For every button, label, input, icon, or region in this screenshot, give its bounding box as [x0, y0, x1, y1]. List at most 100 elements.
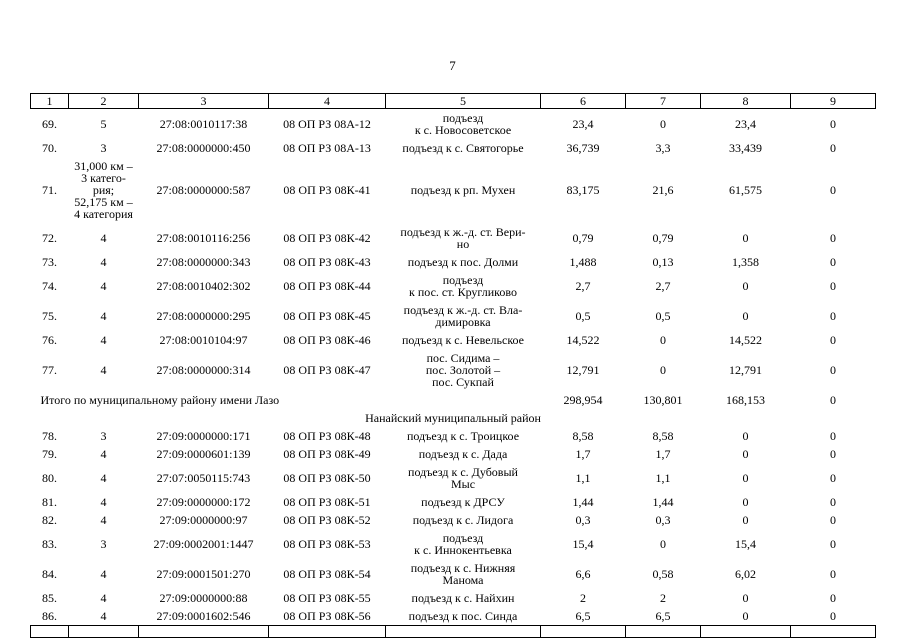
table-cell: 71.: [42, 183, 57, 197]
table-cell: 4: [100, 447, 107, 461]
table-cell: 08 ОП РЗ 08К-49: [283, 447, 371, 461]
table-cell: 4: [100, 279, 107, 293]
table-cell: подъезд к с. Дада: [418, 447, 508, 461]
column-header: 6: [540, 93, 626, 109]
table-cell: 21,6: [652, 183, 674, 197]
table-cell: 74.: [42, 279, 57, 293]
table-cell: 2,7: [575, 279, 591, 293]
table-cell: 12,791: [566, 363, 600, 377]
table-cell: 3: [100, 429, 107, 443]
table-cell: 4: [100, 231, 107, 245]
table-cell: 4: [100, 567, 107, 581]
table-cell: 0: [742, 309, 749, 323]
data-row: 84. 4 27:09:0001501:270 08 ОП РЗ 08К-54 подъ…: [31, 559, 876, 589]
table-cell: 27:09:0002001:1447: [153, 537, 254, 551]
table-cell: 4: [100, 609, 107, 623]
table-cell: 31,000 км – 3 катего- рия; 52,175 км – 4…: [74, 159, 133, 221]
table-cell: 86.: [42, 609, 57, 623]
table-cell: подъезд к пос. ст. Кругликово: [409, 273, 517, 299]
table-cell: 27:08:0000000:587: [156, 183, 251, 197]
table-cell: 27:09:0000000:97: [159, 513, 248, 527]
table-cell: 1,358: [732, 255, 759, 269]
data-row: 81. 4 27:09:0000000:172 08 ОП РЗ 08К-51 подъ…: [31, 493, 876, 511]
table-cell: 0: [830, 447, 836, 461]
table-cell: 27:09:0000000:172: [156, 495, 251, 509]
table-cell: 08 ОП РЗ 08К-45: [283, 309, 371, 323]
table-cell: 0,58: [652, 567, 674, 581]
table-cell: 33,439: [729, 141, 762, 155]
table-cell: 0: [830, 363, 836, 377]
table-cell: 27:09:0000601:139: [156, 447, 251, 461]
table-cell: 0: [830, 495, 836, 509]
table-cell: 0,5: [655, 309, 671, 323]
table-cell: 0: [830, 255, 836, 269]
table-cell: 3: [100, 537, 107, 551]
table-cell: 0: [830, 231, 836, 245]
table-cell: 69.: [42, 117, 57, 131]
table-cell: 0: [830, 279, 836, 293]
table-cell: 0: [742, 609, 749, 623]
table-cell: 27:09:0000000:88: [159, 591, 248, 605]
table-cell: 1,488: [569, 255, 597, 269]
table-cell: 0: [742, 231, 749, 245]
total-label: Итого по муниципальному району имени Лаз…: [40, 393, 280, 407]
table-cell: 3: [100, 141, 107, 155]
table-cell: 0: [830, 591, 836, 605]
data-row: 78. 3 27:09:0000000:171 08 ОП РЗ 08К-48 подъ…: [31, 427, 876, 445]
table-cell: 4: [100, 363, 107, 377]
table-cell: 15,4: [735, 537, 756, 551]
table-cell: 1,44: [572, 495, 594, 509]
table-cell: 0: [830, 141, 836, 155]
empty-cell: [790, 625, 876, 638]
table-cell: 23,4: [735, 117, 756, 131]
table-cell: 0: [830, 117, 836, 131]
table-cell: 0: [742, 513, 749, 527]
table-cell: 1,7: [655, 447, 671, 461]
total-value: 298,954: [563, 393, 603, 407]
table-cell: 4: [100, 513, 107, 527]
table-cell: 2: [660, 591, 666, 605]
table-cell: 0: [742, 471, 749, 485]
data-row: 82. 4 27:09:0000000:97 08 ОП РЗ 08К-52 подъе…: [31, 511, 876, 529]
table-cell: подъезд к с. Найхин: [411, 591, 515, 605]
table-cell: 08 ОП РЗ 08К-53: [283, 537, 371, 551]
table-cell: 36,739: [566, 141, 600, 155]
table-cell: 72.: [42, 231, 57, 245]
table-body: 69. 5 27:08:0010117:38 08 ОП РЗ 08А-12 подъе…: [30, 109, 876, 638]
table-cell: подъезд к ДРСУ: [421, 495, 505, 509]
table-cell: 0: [742, 495, 749, 509]
table-cell: 3,3: [655, 141, 671, 155]
empty-cell: [540, 625, 626, 638]
table-cell: 0: [830, 567, 836, 581]
table-cell: 81.: [42, 495, 57, 509]
total-value: 168,153: [726, 393, 765, 407]
table-cell: 0,79: [652, 231, 674, 245]
table-cell: 0: [830, 513, 836, 527]
data-row: 86. 4 27:09:0001602:546 08 ОП РЗ 08К-56 подъ…: [31, 607, 876, 626]
table-cell: 27:07:0050115:743: [156, 471, 251, 485]
table-cell: 0: [742, 591, 749, 605]
table-cell: 0: [830, 609, 836, 623]
table-cell: 78.: [42, 429, 57, 443]
column-header: 2: [68, 93, 139, 109]
table-cell: 0: [742, 429, 749, 443]
table-cell: 73.: [42, 255, 57, 269]
data-row: 72. 4 27:08:0010116:256 08 ОП РЗ 08К-42 подъ…: [31, 223, 876, 253]
empty-cell: [68, 625, 139, 638]
table-cell: 6,02: [735, 567, 756, 581]
table-cell: подъезд к с. Дубовый Мыс: [408, 465, 518, 491]
table-cell: 08 ОП РЗ 08К-50: [283, 471, 371, 485]
table-cell: 0: [660, 333, 666, 347]
table-cell: 4: [100, 495, 107, 509]
table-cell: 0: [830, 429, 836, 443]
table-cell: 0: [742, 279, 749, 293]
table-cell: 79.: [42, 447, 57, 461]
table-cell: 08 ОП РЗ 08К-42: [283, 231, 371, 245]
empty-cell: [138, 625, 269, 638]
table-cell: 0,5: [575, 309, 591, 323]
column-header: 7: [625, 93, 701, 109]
table-cell: подъезд к с. Троицкое: [406, 429, 520, 443]
table-cell: 27:09:0001501:270: [156, 567, 251, 581]
